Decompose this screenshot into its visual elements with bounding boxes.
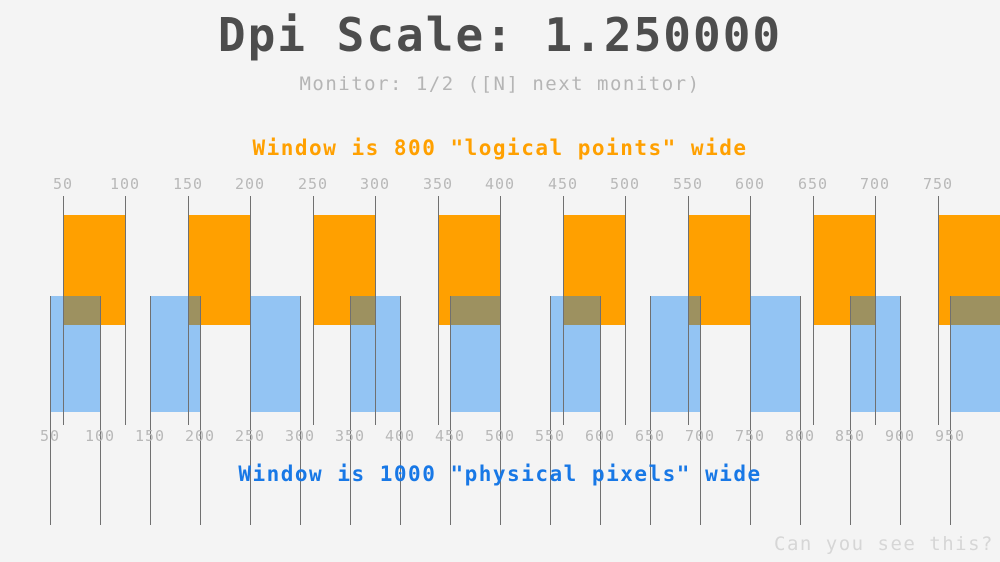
logical-tick-label: 50 [52,175,74,193]
physical-tick-line [150,296,151,525]
physical-tick-label: 250 [234,427,266,445]
physical-tick-line [850,296,851,525]
monitor-subtitle: Monitor: 1/2 ([N] next monitor) [299,73,701,95]
physical-tick-label: 300 [284,427,316,445]
physical-tick-label: 50 [39,427,61,445]
bar-overlap-region [187,296,200,325]
logical-tick-label: 400 [484,175,516,193]
logical-points-caption: Window is 800 "logical points" wide [252,136,748,160]
physical-tick-line [400,296,401,525]
logical-tick-line [938,196,939,425]
physical-tick-line [600,296,601,525]
physical-pixel-bar [250,296,300,412]
logical-tick-label: 550 [672,175,704,193]
logical-tick-line [375,196,376,425]
physical-tick-label: 600 [584,427,616,445]
logical-tick-label: 700 [859,175,891,193]
logical-tick-label: 300 [359,175,391,193]
physical-tick-line [300,296,301,525]
logical-tick-label: 650 [797,175,829,193]
bar-overlap-region [62,296,100,325]
bar-overlap-region [562,296,600,325]
physical-tick-line [950,296,951,525]
physical-pixels-caption: Window is 1000 "physical pixels" wide [238,462,762,486]
physical-tick-line [550,296,551,525]
physical-tick-label: 150 [134,427,166,445]
logical-tick-label: 200 [234,175,266,193]
physical-tick-line [250,296,251,525]
physical-tick-label: 850 [834,427,866,445]
logical-tick-line [875,196,876,425]
bar-overlap-region [950,296,1000,325]
logical-tick-label: 750 [922,175,954,193]
physical-tick-line [100,296,101,525]
physical-tick-label: 200 [184,427,216,445]
logical-tick-label: 500 [609,175,641,193]
bar-overlap-region [687,296,700,325]
logical-tick-label: 100 [109,175,141,193]
physical-tick-label: 550 [534,427,566,445]
logical-tick-line [625,196,626,425]
logical-tick-line [313,196,314,425]
physical-tick-label: 950 [934,427,966,445]
physical-tick-label: 700 [684,427,716,445]
physical-tick-label: 400 [384,427,416,445]
physical-tick-label: 800 [784,427,816,445]
logical-tick-line [563,196,564,425]
bar-overlap-region [450,296,500,325]
physical-tick-line [650,296,651,525]
physical-tick-line [750,296,751,525]
logical-tick-line [438,196,439,425]
page-title: Dpi Scale: 1.250000 [217,8,783,62]
logical-tick-label: 600 [734,175,766,193]
logical-tick-label: 150 [172,175,204,193]
physical-tick-label: 900 [884,427,916,445]
logical-tick-label: 450 [547,175,579,193]
physical-tick-line [500,296,501,525]
physical-tick-label: 100 [84,427,116,445]
physical-tick-line [200,296,201,525]
physical-tick-label: 450 [434,427,466,445]
bar-overlap-region [850,296,875,325]
physical-tick-line [800,296,801,525]
logical-tick-label: 350 [422,175,454,193]
logical-tick-line [813,196,814,425]
logical-tick-line [188,196,189,425]
logical-tick-line [125,196,126,425]
physical-tick-line [700,296,701,525]
physical-tick-line [900,296,901,525]
physical-tick-label: 650 [634,427,666,445]
logical-tick-line [688,196,689,425]
physical-tick-label: 750 [734,427,766,445]
physical-tick-line [350,296,351,525]
logical-tick-line [63,196,64,425]
physical-tick-label: 350 [334,427,366,445]
visibility-check-note: Can you see this? [774,533,994,555]
physical-tick-line [450,296,451,525]
physical-tick-label: 500 [484,427,516,445]
bar-overlap-region [350,296,375,325]
physical-tick-line [50,296,51,525]
logical-tick-label: 250 [297,175,329,193]
physical-pixel-bar [750,296,800,412]
